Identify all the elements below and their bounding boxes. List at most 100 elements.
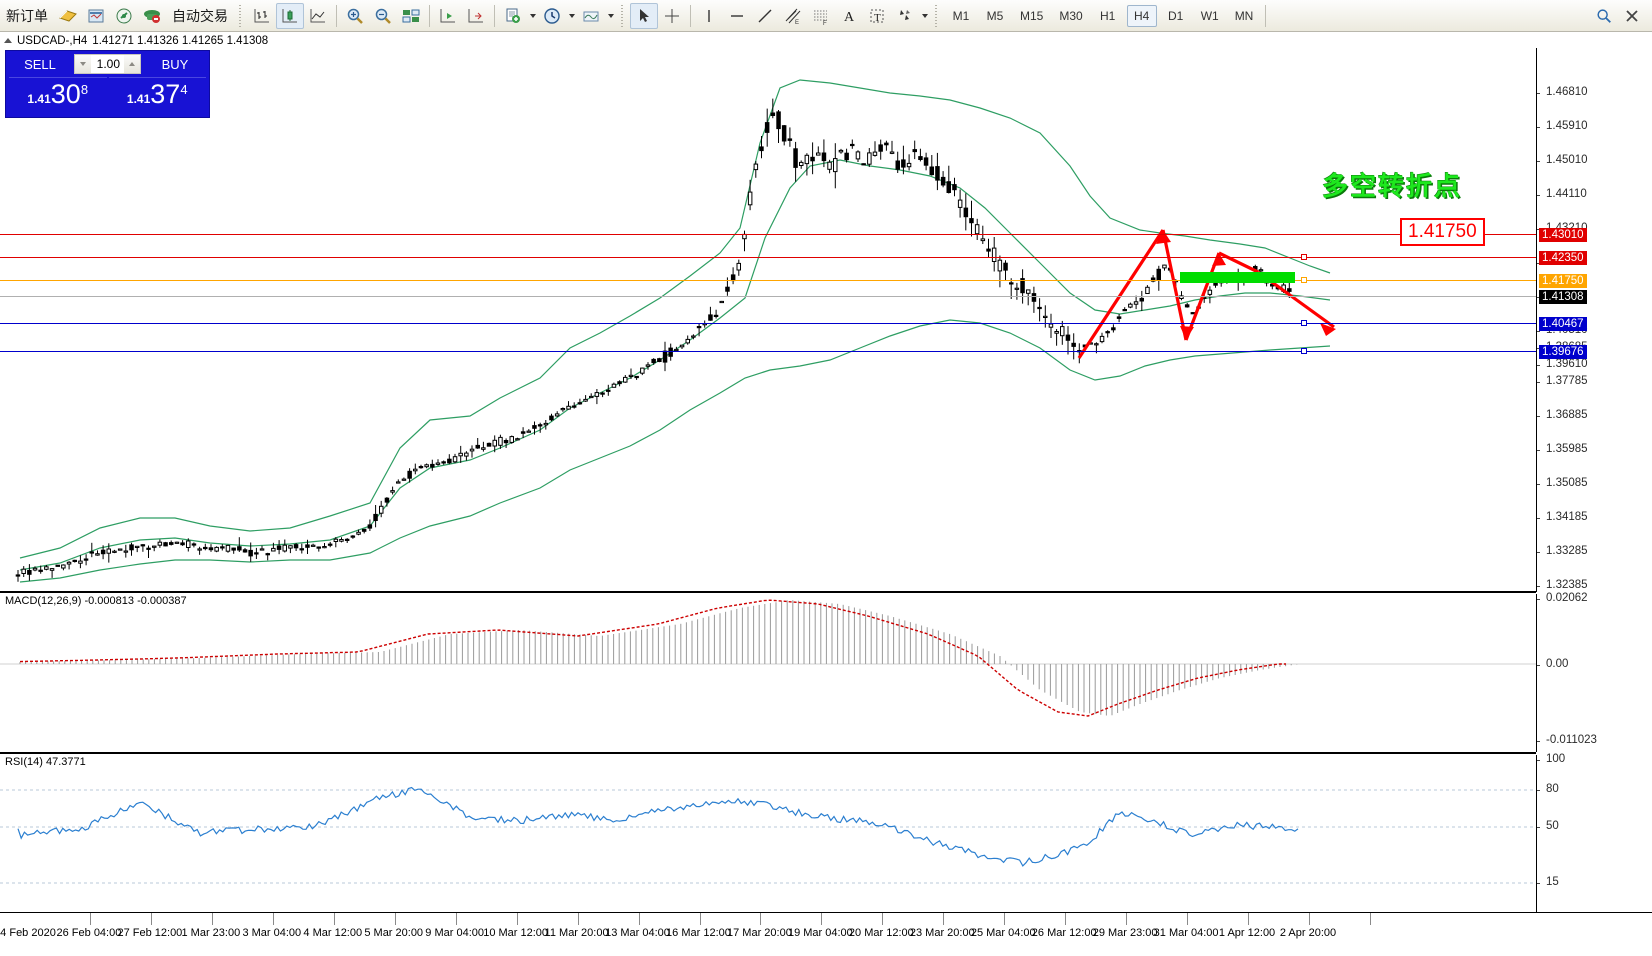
timeframe-w1[interactable]: W1 <box>1200 8 1219 23</box>
support-zone-marker[interactable] <box>1180 272 1295 283</box>
collapse-icon[interactable] <box>4 38 12 43</box>
sell-button[interactable]: SELL <box>24 56 56 72</box>
new-order-button[interactable]: 新订单 <box>6 7 48 24</box>
price-tick: 1.37785 <box>1546 375 1588 387</box>
macd-pane[interactable] <box>0 594 1536 752</box>
templates-icon[interactable] <box>577 3 605 29</box>
trendline-icon[interactable] <box>751 3 779 29</box>
volume-stepper[interactable]: 1.00 <box>74 54 141 74</box>
rsi-axis[interactable]: 100 80 50 15 <box>1536 753 1652 912</box>
autotrading-icon[interactable] <box>138 3 166 29</box>
timeframe-m5[interactable]: M5 <box>986 8 1004 23</box>
search-icon[interactable] <box>1590 3 1618 29</box>
buy-button[interactable]: BUY <box>161 56 189 72</box>
toolbar-separator <box>494 4 495 27</box>
chart-shift-icon[interactable] <box>434 3 462 29</box>
toolbar-separator <box>690 4 691 27</box>
zoom-in-icon[interactable] <box>341 3 369 29</box>
autotrading-button[interactable]: 自动交易 <box>172 7 228 24</box>
price-annotation-box[interactable]: 1.41750 <box>1400 218 1485 246</box>
volume-down-icon[interactable] <box>75 55 91 73</box>
close-icon[interactable] <box>1618 3 1646 29</box>
time-axis-tick <box>1370 913 1371 925</box>
templates-dropdown-arrow[interactable] <box>605 3 616 29</box>
macd-axis[interactable]: 0.02062 0.00 -0.011023 <box>1536 592 1652 752</box>
shapes-dropdown-arrow[interactable] <box>919 3 930 29</box>
indicators-dropdown-arrow[interactable] <box>527 3 538 29</box>
volume-input[interactable]: 1.00 <box>91 55 124 73</box>
chart-symbol-bar: USDCAD-,H4 1.41271 1.41326 1.41265 1.413… <box>0 33 1652 48</box>
rsi-tick-50: 50 <box>1546 820 1559 832</box>
price-tick: 1.35985 <box>1546 443 1588 455</box>
one-click-trading-panel[interactable]: SELL 1.00 BUY 1.41 30 8 1.41 37 4 <box>5 50 210 118</box>
level-handle-1-39676[interactable] <box>1301 348 1307 354</box>
equidistant-channel-icon[interactable]: E <box>779 3 807 29</box>
bar-chart-icon[interactable] <box>248 3 276 29</box>
time-axis-label: 4 Mar 12:00 <box>303 927 363 939</box>
indicators-icon[interactable] <box>499 3 527 29</box>
volume-up-icon[interactable] <box>124 55 140 73</box>
price-badge-pivot: 1.41750 <box>1539 274 1587 288</box>
line-chart-icon[interactable] <box>304 3 332 29</box>
timeframe-m30[interactable]: M30 <box>1059 8 1083 23</box>
rsi-pane[interactable] <box>0 755 1536 912</box>
sell-price-fraction: 8 <box>80 82 89 97</box>
timeframe-d1[interactable]: D1 <box>1168 8 1184 23</box>
time-axis-tick <box>1065 913 1067 925</box>
level-handle-1-40467[interactable] <box>1301 320 1307 326</box>
timeframe-m1[interactable]: M1 <box>952 8 970 23</box>
tile-windows-icon[interactable] <box>397 3 425 29</box>
toolbar-grip[interactable] <box>620 4 626 27</box>
time-axis-label: 23 Mar 20:00 <box>909 927 975 939</box>
time-axis-label: 1 Mar 23:00 <box>181 927 241 939</box>
time-axis-label: 9 Mar 04:00 <box>425 927 485 939</box>
crosshair-icon[interactable] <box>658 3 686 29</box>
price-tick: 1.32385 <box>1546 579 1588 591</box>
price-chart-pane[interactable] <box>0 48 1536 592</box>
fibonacci-icon[interactable]: F <box>807 3 835 29</box>
toolbar-grip[interactable] <box>934 4 940 27</box>
time-axis-label: 20 Mar 12:00 <box>848 927 914 939</box>
svg-text:E: E <box>795 20 799 26</box>
zoom-out-icon[interactable] <box>369 3 397 29</box>
rsi-canvas <box>0 786 1536 884</box>
candlestick-chart-icon[interactable] <box>276 2 304 29</box>
bollinger-lower-band <box>19 319 1331 583</box>
cursor-icon[interactable] <box>630 2 658 29</box>
arrowhead-up <box>1156 230 1171 244</box>
time-axis-tick <box>943 913 945 925</box>
time-axis-tick <box>577 913 579 925</box>
svg-text:T: T <box>874 12 881 24</box>
shapes-icon[interactable] <box>891 3 919 29</box>
level-line-1-43010[interactable] <box>0 234 1536 235</box>
timeframe-m15[interactable]: M15 <box>1020 8 1044 23</box>
sell-price-display[interactable]: 1.41 30 8 <box>9 77 107 114</box>
pane-separator-macd[interactable] <box>0 591 1536 593</box>
text-icon[interactable]: A <box>835 3 863 29</box>
price-badge-current: 1.41308 <box>1539 290 1587 304</box>
price-axis[interactable]: 1.46810 1.45910 1.45010 1.44110 1.43210 … <box>1536 48 1652 592</box>
buy-price-display[interactable]: 1.41 37 4 <box>108 77 206 114</box>
toolbar-grip[interactable] <box>238 4 244 27</box>
navigator-icon[interactable] <box>110 3 138 29</box>
time-axis-label: 1 Apr 12:00 <box>1218 927 1276 939</box>
hline-icon[interactable] <box>723 3 751 29</box>
auto-scroll-icon[interactable] <box>462 3 490 29</box>
vline-icon[interactable] <box>695 3 723 29</box>
text-label-icon[interactable]: T <box>863 3 891 29</box>
time-axis[interactable]: 4 Feb 2020 26 Feb 04:00 27 Feb 12:00 1 Mar … <box>0 912 1652 956</box>
sell-price-main: 30 <box>50 79 81 109</box>
time-axis-tick <box>1309 913 1311 925</box>
time-axis-label: 26 Feb 04:00 <box>56 927 122 939</box>
period-dropdown-arrow[interactable] <box>566 3 577 29</box>
timeframe-h1[interactable]: H1 <box>1100 8 1116 23</box>
timeframe-mn[interactable]: MN <box>1234 8 1254 23</box>
level-handle-1-41750[interactable] <box>1301 277 1307 283</box>
timeframe-h4[interactable]: H4 <box>1126 4 1157 27</box>
market-watch-icon[interactable] <box>82 3 110 29</box>
period-icon[interactable] <box>538 3 566 29</box>
terminal-icon[interactable] <box>54 3 82 29</box>
level-handle-1-42350[interactable] <box>1301 254 1307 260</box>
sell-price-prefix: 1.41 <box>27 92 51 106</box>
pane-separator-rsi[interactable] <box>0 752 1536 754</box>
